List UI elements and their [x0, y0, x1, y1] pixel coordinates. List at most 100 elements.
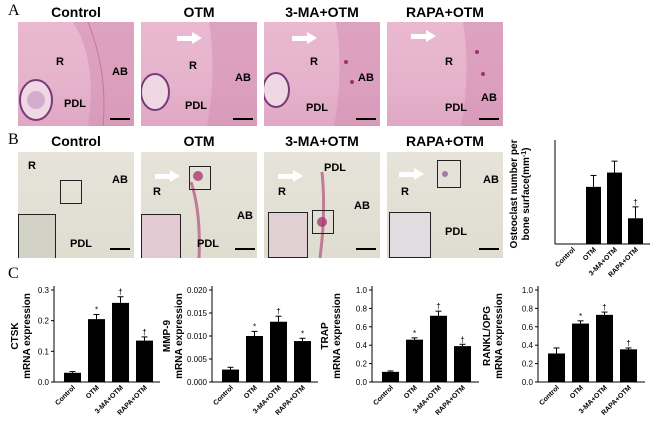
significance-mark: *	[301, 329, 304, 338]
label-alveolar-bone: AB	[358, 72, 374, 84]
label-alveolar-bone: AB	[483, 174, 499, 186]
y-tick-label: 0.2	[38, 317, 50, 326]
significance-mark: †	[118, 288, 122, 297]
y-tick-label: 0.2	[522, 360, 534, 369]
bar	[112, 302, 129, 382]
label-pdl: PDL	[445, 226, 467, 238]
bar	[586, 186, 601, 244]
x-tick-label: OTM	[569, 384, 585, 400]
label-pdl: PDL	[64, 98, 86, 110]
y-axis-label-line-2: mRNA expression	[494, 293, 505, 379]
micrograph-b-rapa-otm: R AB PDL	[387, 152, 503, 258]
label-pdl: PDL	[70, 238, 92, 250]
y-tick-label: 0.6	[356, 323, 368, 332]
y-tick-label: 0.005	[187, 355, 208, 364]
micrograph-b-control: R AB PDL	[18, 152, 134, 258]
y-axis-label: TRAP	[320, 322, 331, 350]
y-tick-label: 1.0	[522, 286, 534, 295]
scale-bar	[356, 118, 376, 120]
white-arrow-icon	[278, 170, 303, 182]
rankl-opg-chart: RANKL/OPG mRNA expression 0.0 0.2 0.4 0.6 0.8 1…	[482, 286, 645, 417]
osteoclast-chart: Osteoclast number per bone surface(mm-1) C…	[509, 139, 650, 279]
title-a-control: Control	[51, 4, 101, 20]
micrograph-b-3ma-otm: PDL R AB	[264, 152, 380, 258]
region-of-interest-box	[189, 166, 211, 190]
label-root: R	[278, 186, 286, 198]
label-root: R	[445, 56, 453, 68]
panel-label-a: A	[8, 2, 20, 19]
significance-mark: *	[413, 329, 416, 338]
region-of-interest-box	[60, 180, 82, 204]
label-pdl: PDL	[324, 162, 346, 174]
label-root: R	[56, 56, 64, 68]
y-tick-label: 0.4	[356, 341, 368, 350]
bar	[136, 340, 153, 382]
bar	[620, 349, 637, 382]
white-arrow-icon	[177, 32, 202, 44]
y-tick-label: 0.0	[356, 378, 368, 387]
y-axis-label: Osteoclast number per	[509, 139, 520, 248]
title-a-otm: OTM	[183, 4, 215, 20]
title-b-3ma-otm: 3-MA+OTM	[285, 133, 359, 149]
magnified-inset	[18, 214, 56, 258]
label-alveolar-bone: AB	[112, 174, 128, 186]
significance-mark: †	[626, 339, 630, 348]
y-tick-label: 0.010	[187, 332, 208, 341]
label-alveolar-bone: AB	[481, 92, 497, 104]
significance-mark: *	[95, 306, 98, 315]
bar	[88, 319, 105, 382]
y-tick-label: 0.4	[522, 341, 534, 350]
scale-bar	[110, 248, 130, 250]
y-tick-label: 0.2	[356, 360, 368, 369]
y-axis-label: MMP-9	[162, 319, 173, 352]
x-tick-label: OTM	[582, 246, 598, 262]
significance-mark: *	[579, 312, 582, 321]
y-axis-label-line-2: mRNA expression	[174, 293, 185, 379]
x-tick-label: OTM	[85, 384, 101, 400]
magnified-inset	[268, 212, 308, 258]
region-of-interest-box	[437, 160, 461, 188]
title-b-control: Control	[51, 133, 101, 149]
bar	[64, 372, 81, 382]
title-a-3ma-otm: 3-MA+OTM	[285, 4, 359, 20]
x-tick-label: Control	[554, 246, 577, 269]
x-tick-label: Control	[212, 384, 235, 407]
label-root: R	[153, 186, 161, 198]
bar	[246, 336, 263, 382]
x-tick-label: OTM	[243, 384, 259, 400]
significance-mark: *	[253, 322, 256, 331]
bar	[628, 218, 643, 244]
y-axis-label-line-2: bone surface(mm-1)	[521, 148, 533, 241]
scale-bar	[233, 118, 253, 120]
bar	[270, 321, 287, 382]
bar	[294, 341, 311, 382]
white-arrow-icon	[155, 170, 180, 182]
y-axis-label-unit: bone surface(mm	[521, 157, 532, 240]
bar	[548, 353, 565, 382]
micrograph-a-otm: R AB PDL	[141, 22, 257, 126]
region-of-interest-box	[312, 210, 334, 234]
y-tick-label: 0.8	[522, 304, 534, 313]
micrograph-b-otm: R AB PDL	[141, 152, 257, 258]
y-axis-label-line-2: mRNA expression	[22, 293, 33, 379]
bar	[406, 339, 423, 382]
scale-bar	[110, 118, 130, 120]
bar	[430, 315, 447, 382]
title-b-otm: OTM	[183, 133, 215, 149]
scale-bar	[479, 118, 499, 120]
bar	[572, 323, 589, 382]
significance-mark: †	[142, 328, 146, 337]
label-alveolar-bone: AB	[112, 66, 128, 78]
y-tick-label: 0.015	[187, 309, 208, 318]
x-tick-label: Control	[538, 384, 561, 407]
trap-chart: TRAP mRNA expression 0.0 0.2 0.4 0.6 0.8 1.0 Con…	[320, 286, 479, 417]
title-b-rapa-otm: RAPA+OTM	[406, 133, 484, 149]
micrograph-a-3ma-otm: R AB PDL	[264, 22, 380, 126]
y-tick-label: 0.0	[38, 378, 50, 387]
bar	[222, 369, 239, 382]
x-tick-label: OTM	[403, 384, 419, 400]
bar	[596, 314, 613, 382]
y-tick-label: 1.0	[356, 286, 368, 295]
y-tick-label: 0.6	[522, 323, 534, 332]
